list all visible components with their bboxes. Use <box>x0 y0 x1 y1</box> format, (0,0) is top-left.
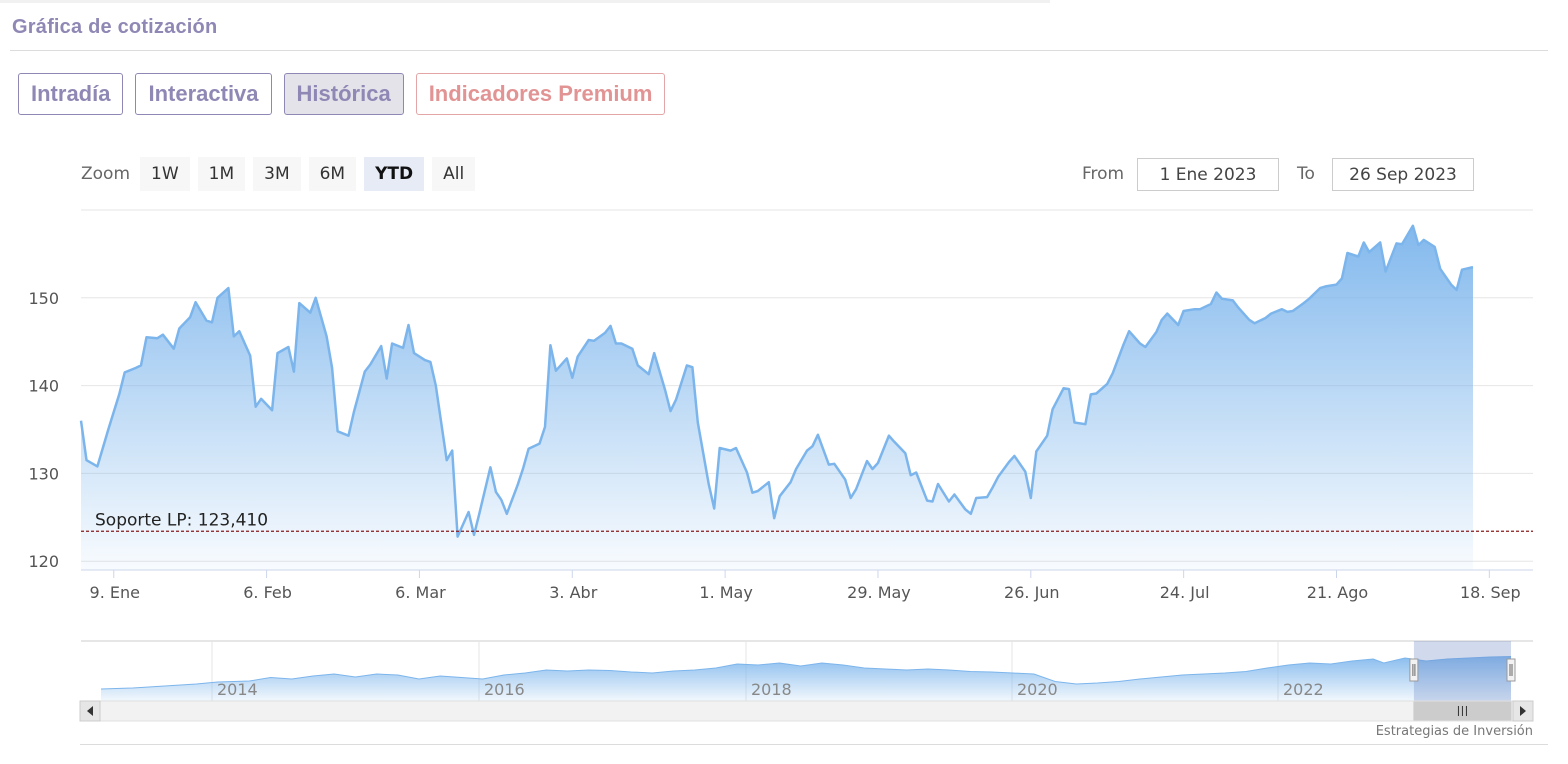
scroll-left-arrow-icon <box>87 706 93 716</box>
navigator-window <box>1413 641 1511 701</box>
y-tick-label-120: 120 <box>28 552 59 571</box>
navigator-year-2018: 2018 <box>751 680 792 699</box>
watermark-credit: Estrategias de Inversión <box>1375 724 1533 739</box>
chart-tabs: Intradía Interactiva Histórica Indicador… <box>18 73 666 115</box>
navigator-area <box>101 656 1511 701</box>
range-to-input[interactable]: 26 Sep 2023 <box>1332 158 1474 191</box>
x-tick-label-4: 1. May <box>699 583 752 602</box>
scrollbar-thumb[interactable] <box>1413 701 1512 721</box>
support-label: Soporte LP: 123,410 <box>95 510 268 530</box>
price-area <box>81 225 1473 571</box>
x-tick-label-7: 24. Jul <box>1160 583 1210 602</box>
bottom-divider <box>80 744 1548 745</box>
x-tick-label-6: 26. Jun <box>1004 583 1060 602</box>
tab-historica[interactable]: Histórica <box>283 73 404 115</box>
y-tick-label-130: 130 <box>28 464 59 483</box>
scrollbar-left-button[interactable] <box>79 700 101 722</box>
title-divider <box>10 50 1548 51</box>
zoom-6m-button[interactable]: 6M <box>308 157 357 191</box>
range-from-input[interactable]: 1 Ene 2023 <box>1137 158 1279 191</box>
navigator-handle-right[interactable] <box>1506 658 1516 682</box>
x-tick-label-3: 3. Abr <box>549 583 597 602</box>
y-tick-label-150: 150 <box>28 289 59 308</box>
zoom-label: Zoom <box>81 164 131 184</box>
zoom-selector: Zoom 1W 1M 3M 6M YTD All <box>81 157 476 191</box>
zoom-1m-button[interactable]: 1M <box>197 157 246 191</box>
zoom-1w-button[interactable]: 1W <box>140 157 190 191</box>
scroll-right-arrow-icon <box>1520 706 1526 716</box>
x-tick-label-9: 18. Sep <box>1460 583 1521 602</box>
scrollbar-right-button[interactable] <box>1512 700 1534 722</box>
zoom-all-button[interactable]: All <box>432 157 476 191</box>
x-tick-label-2: 6. Mar <box>395 583 446 602</box>
tab-intradia[interactable]: Intradía <box>18 73 124 115</box>
zoom-ytd-button[interactable]: YTD <box>364 157 425 191</box>
x-tick-label-1: 6. Feb <box>243 583 292 602</box>
price-line <box>79 224 1474 538</box>
zoom-3m-button[interactable]: 3M <box>253 157 301 191</box>
navigator-year-2016: 2016 <box>484 680 525 699</box>
range-from-label: From <box>1082 164 1125 184</box>
x-tick-label-8: 21. Ago <box>1307 583 1368 602</box>
tab-indicadores-premium[interactable]: Indicadores Premium <box>415 73 666 115</box>
tab-interactiva[interactable]: Interactiva <box>135 73 272 115</box>
navigator-year-2020: 2020 <box>1017 680 1058 699</box>
x-tick-label-0: 9. Ene <box>90 583 140 602</box>
navigator-year-2014: 2014 <box>217 680 258 699</box>
y-tick-label-140: 140 <box>28 377 59 396</box>
x-tick-label-5: 29. May <box>847 583 911 602</box>
section-title: Gráfica de cotización <box>12 16 218 38</box>
navigator-year-2022: 2022 <box>1283 680 1324 699</box>
navigator-line <box>100 656 1512 690</box>
scrollbar-track <box>79 700 1534 722</box>
navigator-handle-left[interactable] <box>1409 658 1419 682</box>
top-fade-line <box>0 0 1050 3</box>
range-to-label: To <box>1297 164 1315 184</box>
